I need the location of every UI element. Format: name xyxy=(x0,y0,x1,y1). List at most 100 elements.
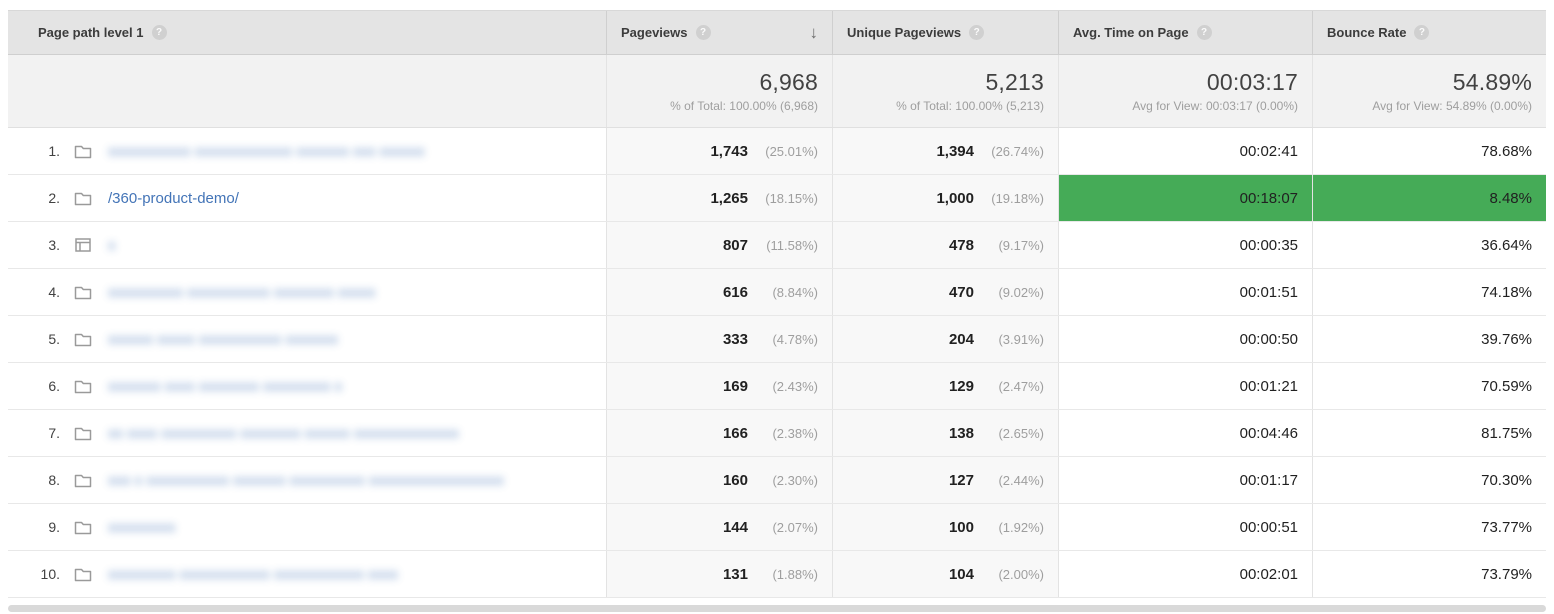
table-row: 9. xxxxxxxxx 144 (2.07%) 100 (1.92%) xyxy=(8,504,1546,551)
avg-time-cell: 00:01:21 xyxy=(1058,363,1312,409)
page-path-link[interactable]: xxxxxxx xxxx xxxxxxxx xxxxxxxxx x xyxy=(108,377,343,395)
table-row: 3. x 807 (11.58%) 478 (9.17%) xyxy=(8,222,1546,269)
unique-pageviews-value: 478 xyxy=(948,236,974,254)
page-path-cell: 10. xxxxxxxxx xxxxxxxxxxxx xxxxxxxxxxxx … xyxy=(8,551,606,597)
pageviews-cell: 1,265 (18.15%) xyxy=(606,175,832,221)
help-icon[interactable]: ? xyxy=(969,25,985,40)
unique-pageviews-percent: (2.44%) xyxy=(998,472,1044,488)
pageviews-cell: 807 (11.58%) xyxy=(606,222,832,268)
pageviews-percent: (4.78%) xyxy=(772,331,818,347)
unique-pageviews-cell: 138 (2.65%) xyxy=(832,410,1058,456)
column-label: Pageviews xyxy=(621,25,688,40)
pageviews-percent: (25.01%) xyxy=(765,143,818,159)
folder-icon xyxy=(73,141,93,161)
table-row: 8. xxx x xxxxxxxxxxx xxxxxxx xxxxxxxxxx … xyxy=(8,457,1546,504)
page-path-link[interactable]: xx xxxx xxxxxxxxxx xxxxxxxx xxxxxx xxxxx… xyxy=(108,424,459,442)
page-path-link[interactable]: xxxxxx xxxxx xxxxxxxxxxx xxxxxxx xyxy=(108,330,339,348)
folder-icon xyxy=(73,188,93,208)
bounce-rate-cell: 70.30% xyxy=(1312,457,1546,503)
folder-icon xyxy=(73,282,93,302)
unique-pageviews-cell: 127 (2.44%) xyxy=(832,457,1058,503)
bounce-rate-cell: 73.79% xyxy=(1312,551,1546,597)
bounce-rate-value: 8.48% xyxy=(1489,189,1532,207)
bounce-rate-cell: 81.75% xyxy=(1312,410,1546,456)
unique-pageviews-percent: (2.00%) xyxy=(998,566,1044,582)
folder-icon xyxy=(73,470,93,490)
bounce-rate-cell: 39.76% xyxy=(1312,316,1546,362)
row-number: 7. xyxy=(48,425,60,441)
pageviews-value: 166 xyxy=(722,424,748,442)
avg-time-cell: 00:04:46 xyxy=(1058,410,1312,456)
sort-descending-icon[interactable]: ↓ xyxy=(809,22,819,42)
total-bounce-note: Avg for View: 54.89% (0.00%) xyxy=(1372,99,1532,113)
avg-time-cell: 00:00:50 xyxy=(1058,316,1312,362)
pageviews-cell: 616 (8.84%) xyxy=(606,269,832,315)
unique-pageviews-cell: 100 (1.92%) xyxy=(832,504,1058,550)
total-avg-time-value: 00:03:17 xyxy=(1206,69,1298,95)
bounce-rate-value: 36.64% xyxy=(1481,236,1532,254)
avg-time-value: 00:01:51 xyxy=(1239,283,1298,301)
table-header-row: Page path level 1 ? Pageviews ? ↓ Unique… xyxy=(8,10,1546,55)
pageviews-percent: (2.07%) xyxy=(772,519,818,535)
avg-time-cell: 00:02:41 xyxy=(1058,128,1312,174)
pageviews-percent: (2.43%) xyxy=(772,378,818,394)
row-number: 2. xyxy=(48,190,60,206)
avg-time-value: 00:00:50 xyxy=(1239,330,1298,348)
page-path-link[interactable]: xxxxxxxxxx xxxxxxxxxxx xxxxxxxx xxxxx xyxy=(108,283,376,301)
page-path-link[interactable]: xxxxxxxxxxx xxxxxxxxxxxxx xxxxxxx xxx xx… xyxy=(108,142,425,160)
unique-pageviews-value: 138 xyxy=(948,424,974,442)
page-path-link[interactable]: xxxxxxxxx xxxxxxxxxxxx xxxxxxxxxxxx xxxx xyxy=(108,565,399,583)
page-path-link[interactable]: xxx x xxxxxxxxxxx xxxxxxx xxxxxxxxxx xxx… xyxy=(108,471,504,489)
page-path-cell: 5. xxxxxx xxxxx xxxxxxxxxxx xxxxxxx xyxy=(8,316,606,362)
page-path-cell: 3. x xyxy=(8,222,606,268)
avg-time-value: 00:01:21 xyxy=(1239,377,1298,395)
totals-bounce-rate-cell: 54.89% Avg for View: 54.89% (0.00%) xyxy=(1312,55,1546,127)
avg-time-value: 00:04:46 xyxy=(1239,424,1298,442)
total-pageviews-note: % of Total: 100.00% (6,968) xyxy=(670,99,818,113)
column-header-bounce-rate[interactable]: Bounce Rate ? xyxy=(1312,11,1546,54)
unique-pageviews-value: 127 xyxy=(948,471,974,489)
avg-time-value: 00:02:41 xyxy=(1239,142,1298,160)
column-header-avg-time[interactable]: Avg. Time on Page ? xyxy=(1058,11,1312,54)
pageviews-percent: (2.30%) xyxy=(772,472,818,488)
unique-pageviews-cell: 204 (3.91%) xyxy=(832,316,1058,362)
page-path-cell: 6. xxxxxxx xxxx xxxxxxxx xxxxxxxxx x xyxy=(8,363,606,409)
help-icon[interactable]: ? xyxy=(695,25,711,40)
bounce-rate-cell: 8.48% xyxy=(1312,175,1546,221)
help-icon[interactable]: ? xyxy=(151,25,167,40)
table-row: 4. xxxxxxxxxx xxxxxxxxxxx xxxxxxxx xxxxx… xyxy=(8,269,1546,316)
column-header-page-path[interactable]: Page path level 1 ? xyxy=(8,11,606,54)
unique-pageviews-percent: (9.17%) xyxy=(998,237,1044,253)
column-header-pageviews[interactable]: Pageviews ? ↓ xyxy=(606,11,832,54)
unique-pageviews-value: 1,394 xyxy=(936,142,974,160)
avg-time-value: 00:18:07 xyxy=(1239,189,1298,207)
page-path-link[interactable]: x xyxy=(108,236,116,254)
unique-pageviews-value: 204 xyxy=(948,330,974,348)
pageviews-percent: (8.84%) xyxy=(772,284,818,300)
column-label: Unique Pageviews xyxy=(847,25,962,40)
avg-time-value: 00:01:17 xyxy=(1239,471,1298,489)
bounce-rate-value: 39.76% xyxy=(1481,330,1532,348)
help-icon[interactable]: ? xyxy=(1414,25,1430,40)
pageviews-value: 1,265 xyxy=(710,189,748,207)
avg-time-cell: 00:18:07 xyxy=(1058,175,1312,221)
horizontal-scrollbar[interactable] xyxy=(8,605,1546,612)
table-row: 7. xx xxxx xxxxxxxxxx xxxxxxxx xxxxxx xx… xyxy=(8,410,1546,457)
report-table: Page path level 1 ? Pageviews ? ↓ Unique… xyxy=(8,10,1546,598)
unique-pageviews-value: 129 xyxy=(948,377,974,395)
bounce-rate-value: 81.75% xyxy=(1481,424,1532,442)
help-icon[interactable]: ? xyxy=(1196,25,1212,40)
unique-pageviews-cell: 1,000 (19.18%) xyxy=(832,175,1058,221)
folder-icon xyxy=(73,564,93,584)
page-path-link[interactable]: /360-product-demo/ xyxy=(108,189,239,207)
row-number: 6. xyxy=(48,378,60,394)
bounce-rate-value: 74.18% xyxy=(1481,283,1532,301)
bounce-rate-value: 73.77% xyxy=(1481,518,1532,536)
page-path-link[interactable]: xxxxxxxxx xyxy=(108,518,176,536)
total-unique-note: % of Total: 100.00% (5,213) xyxy=(896,99,1044,113)
page-icon xyxy=(73,235,93,255)
row-number: 5. xyxy=(48,331,60,347)
column-header-unique-pageviews[interactable]: Unique Pageviews ? xyxy=(832,11,1058,54)
pageviews-value: 616 xyxy=(722,283,748,301)
